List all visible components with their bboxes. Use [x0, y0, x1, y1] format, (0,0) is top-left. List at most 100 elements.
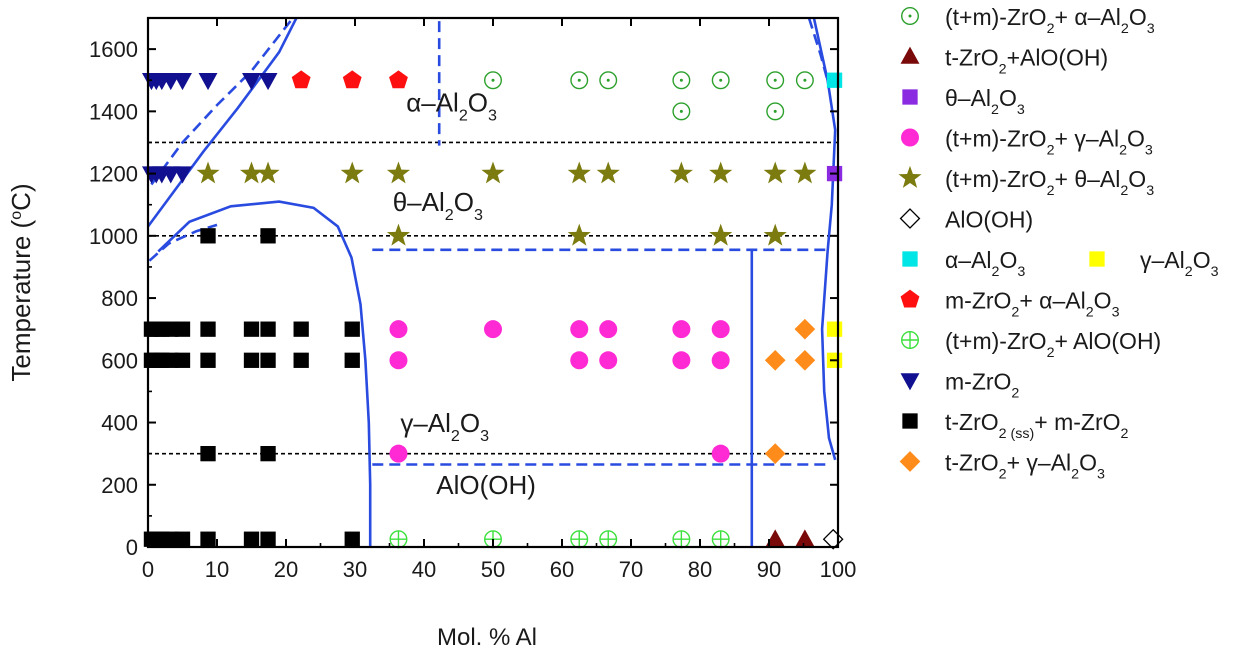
x-tick-label: 60 [550, 557, 574, 582]
legend-entry: (t+m)-ZrO2+ γ–Al2O3 [901, 126, 1153, 159]
series-10 [142, 73, 278, 184]
data-point [389, 70, 408, 89]
label-part: 2 (ss) [999, 426, 1035, 442]
data-point [243, 352, 260, 368]
marker-circle [389, 351, 408, 370]
data-point [344, 321, 360, 337]
marker-square [260, 321, 276, 337]
marker-triangle [173, 166, 192, 184]
data-point [484, 320, 502, 339]
label-part: 2 [1121, 21, 1129, 37]
label-part: 2 [1011, 305, 1019, 321]
data-point [567, 223, 591, 246]
legend-label: θ–Al2O3 [945, 85, 1025, 118]
alpha-al2o3-region-label: α–Al2O3 [406, 87, 497, 124]
data-point [709, 161, 733, 184]
marker-square [243, 531, 260, 547]
legend-entry: t-ZrO2+AlO(OH) [900, 45, 1108, 78]
data-point [260, 531, 276, 547]
label-part: (t+m)-ZrO [945, 126, 1047, 152]
label-part: 2 [1086, 305, 1094, 321]
data-point [386, 161, 411, 184]
legend-symbol [902, 89, 918, 105]
marker-star [763, 223, 787, 246]
series-9 [389, 530, 730, 549]
marker-square [344, 531, 360, 547]
data-point [481, 161, 505, 184]
legend-symbol [900, 46, 920, 64]
data-point [599, 351, 618, 370]
label-part: 2 [1121, 426, 1129, 442]
series-5 [822, 528, 844, 550]
data-point [291, 70, 311, 89]
data-point [711, 351, 730, 370]
legend-entry: (t+m)-ZrO2+ α–Al2O3 [901, 4, 1155, 37]
data-point [243, 531, 260, 547]
legend-symbol [898, 165, 922, 188]
x-tick-label: 50 [481, 557, 505, 582]
marker-star [596, 161, 620, 184]
data-point [599, 71, 618, 90]
series-3 [389, 320, 730, 463]
label-part: 3 [480, 427, 489, 445]
label-part: θ–Al [945, 85, 991, 111]
y-tick-label: 1400 [89, 99, 138, 124]
series-8 [291, 70, 408, 89]
data-point [711, 530, 730, 549]
label-part: 3 [1017, 102, 1025, 118]
label-part: AlO(OH) [436, 470, 536, 500]
legend-symbol [901, 7, 919, 25]
label-part: α–Al [945, 247, 992, 273]
marker-circle [711, 444, 730, 463]
data-point [794, 318, 816, 340]
y-tick-label: 200 [101, 473, 138, 498]
marker-circle [570, 320, 589, 339]
label-part: (t+m)-ZrO [945, 328, 1047, 354]
x-axis-label: Mol. % Al [437, 624, 537, 651]
label-part: t-ZrO [945, 450, 999, 476]
marker-square [174, 321, 191, 337]
marker-dot [908, 14, 912, 18]
marker-diamond [899, 208, 921, 229]
marker-ring [766, 102, 785, 121]
series-4 [196, 161, 817, 246]
marker-star [340, 161, 364, 184]
data-point [826, 72, 843, 88]
data-point [794, 349, 816, 371]
marker-dot [679, 109, 683, 113]
legend-entry: α–Al2O3 [902, 247, 1025, 280]
label-part: 2 [991, 102, 999, 118]
data-point [826, 321, 843, 337]
marker-triangle [242, 73, 261, 91]
label-part: 2 [1047, 21, 1055, 37]
label-part: γ–Al [1140, 247, 1185, 273]
marker-square [293, 321, 309, 337]
data-point [599, 320, 618, 339]
label-part: + θ–Al [1055, 166, 1121, 192]
data-point [260, 228, 276, 244]
legend-entry: γ–Al2O3 [1089, 247, 1219, 280]
marker-star [763, 161, 787, 184]
label-part: 2 [459, 106, 468, 124]
legend-symbol [899, 451, 921, 472]
marker-ring [795, 71, 814, 90]
legend-entry: m-ZrO2+ α–Al2O3 [900, 288, 1120, 321]
data-point [596, 161, 620, 184]
data-point [260, 321, 276, 337]
data-point [763, 223, 787, 246]
series-1 [765, 529, 815, 547]
label-part: 3 [488, 106, 497, 124]
label-part: 3 [1146, 183, 1154, 199]
marker-square [293, 352, 309, 368]
label-part: O [454, 187, 474, 217]
data-point [174, 352, 191, 368]
data-point [256, 161, 280, 184]
marker-ring [711, 71, 730, 90]
marker-ring [901, 7, 919, 25]
label-part: 2 [1047, 143, 1055, 159]
marker-circle [599, 351, 618, 370]
legend-label: t-ZrO2 (ss)+ m-ZrO2 [945, 409, 1129, 442]
series-12 [764, 318, 816, 464]
marker-circle [389, 320, 408, 339]
label-part: O [460, 408, 480, 438]
